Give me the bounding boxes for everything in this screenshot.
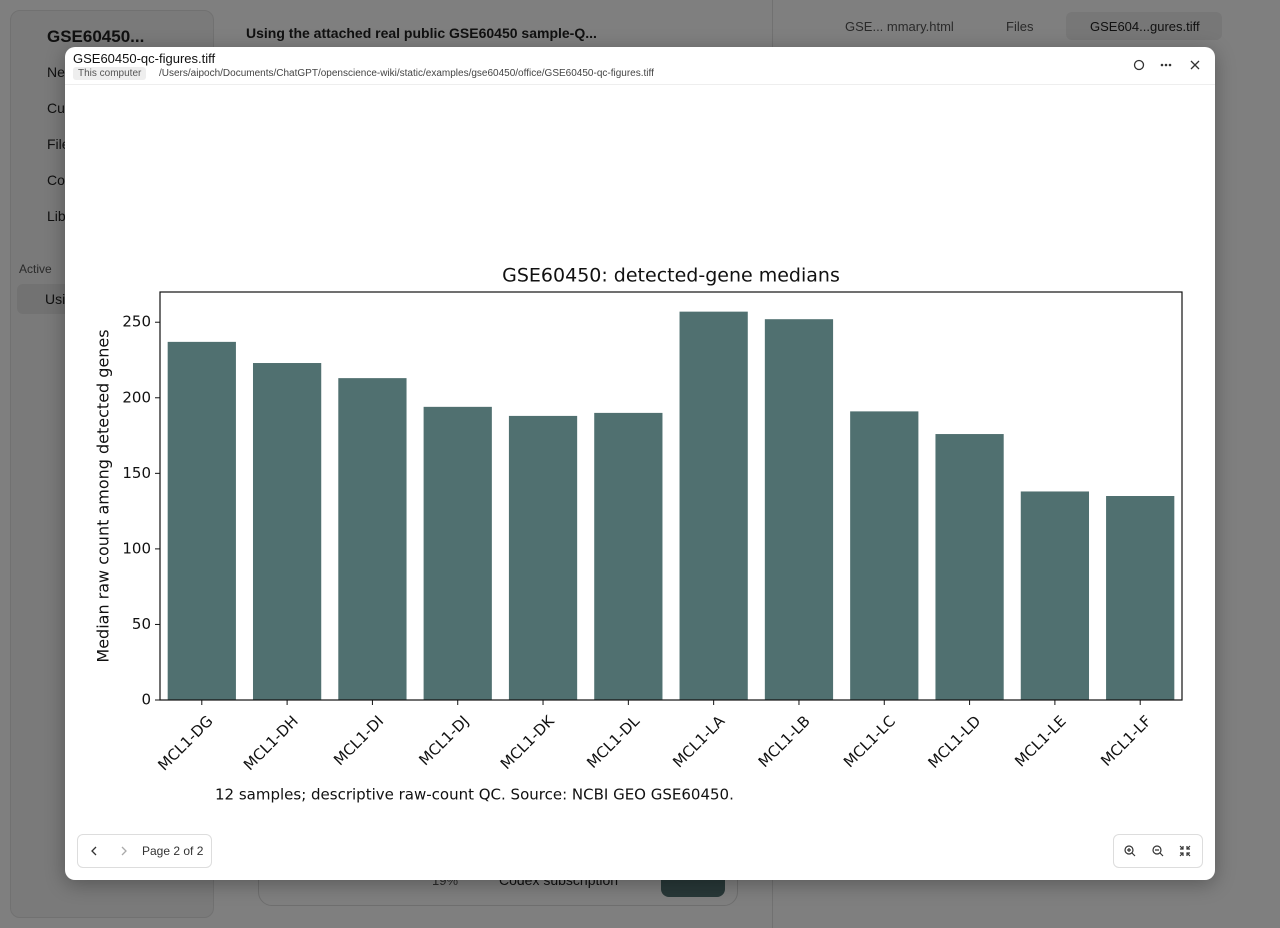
y-axis-label: Median raw count among detected genes: [94, 329, 113, 662]
page-label: Page 2 of 2: [142, 844, 204, 858]
bar: [252, 363, 322, 700]
fit-button[interactable]: [1179, 845, 1191, 857]
zoom-out[interactable]: [1152, 845, 1164, 857]
pager-arrows: [91, 846, 127, 856]
x-tick-label: MCL1-DK: [497, 711, 559, 773]
location-badge: This computer: [73, 67, 147, 80]
zoom-in[interactable]: [1124, 845, 1136, 857]
chart: GSE60450: detected-gene medians Median r…: [94, 265, 1183, 804]
x-tick-label: MCL1-DH: [240, 712, 302, 774]
x-tick-label: MCL1-LB: [755, 712, 814, 771]
viewer-modal: GSE60450-qc-figures.tiff This computer /…: [65, 47, 1215, 880]
bar: [935, 434, 1004, 700]
x-tick-label: MCL1-DJ: [415, 712, 472, 769]
bar: [1020, 491, 1090, 700]
zoom-controls: [1113, 834, 1203, 868]
y-tick-label: 100: [122, 539, 151, 557]
bar: [167, 341, 236, 700]
y-tick-label: 0: [141, 691, 151, 709]
x-tick-label: MCL1-LE: [1011, 712, 1069, 770]
x-tick-label: MCL1-DL: [583, 712, 643, 772]
y-tick-label: 50: [132, 615, 151, 633]
next-page[interactable]: [121, 846, 127, 856]
annotation: 12 samples; descriptive raw-count QC. So…: [215, 786, 734, 804]
y-tick-label: 150: [122, 464, 151, 482]
bar: [594, 412, 663, 700]
x-tick-label: MCL1-LF: [1097, 712, 1155, 770]
bar: [764, 319, 834, 700]
x-tick-label: MCL1-LC: [840, 712, 899, 771]
x-tick-label: MCL1-LA: [669, 712, 729, 772]
plot-frame: [159, 291, 1183, 701]
zoom-icons: [1124, 845, 1191, 857]
x-tick-label: MCL1-LD: [924, 712, 984, 772]
y-tick-label: 200: [122, 388, 151, 406]
reload-button[interactable]: [1133, 59, 1145, 71]
y-tick-label: 250: [122, 313, 151, 331]
modal-actions: [1133, 59, 1200, 71]
more-button[interactable]: [1160, 63, 1172, 67]
bar: [1106, 496, 1175, 700]
bar: [338, 378, 407, 700]
prev-page[interactable]: [91, 846, 97, 856]
pager: Page 2 of 2: [77, 834, 212, 868]
bar: [508, 415, 578, 700]
chart-title: GSE60450: detected-gene medians: [502, 265, 840, 287]
file-name: GSE60450-qc-figures.tiff: [73, 51, 216, 66]
bar: [679, 311, 748, 700]
bar: [850, 411, 919, 700]
x-tick-label: MCL1-DI: [330, 712, 387, 769]
x-tick-label: MCL1-DG: [154, 712, 216, 774]
file-path: /Users/aipoch/Documents/ChatGPT/openscie…: [159, 68, 654, 79]
bar: [423, 406, 492, 700]
close-button[interactable]: [1190, 60, 1200, 70]
header-divider: [65, 84, 1215, 85]
